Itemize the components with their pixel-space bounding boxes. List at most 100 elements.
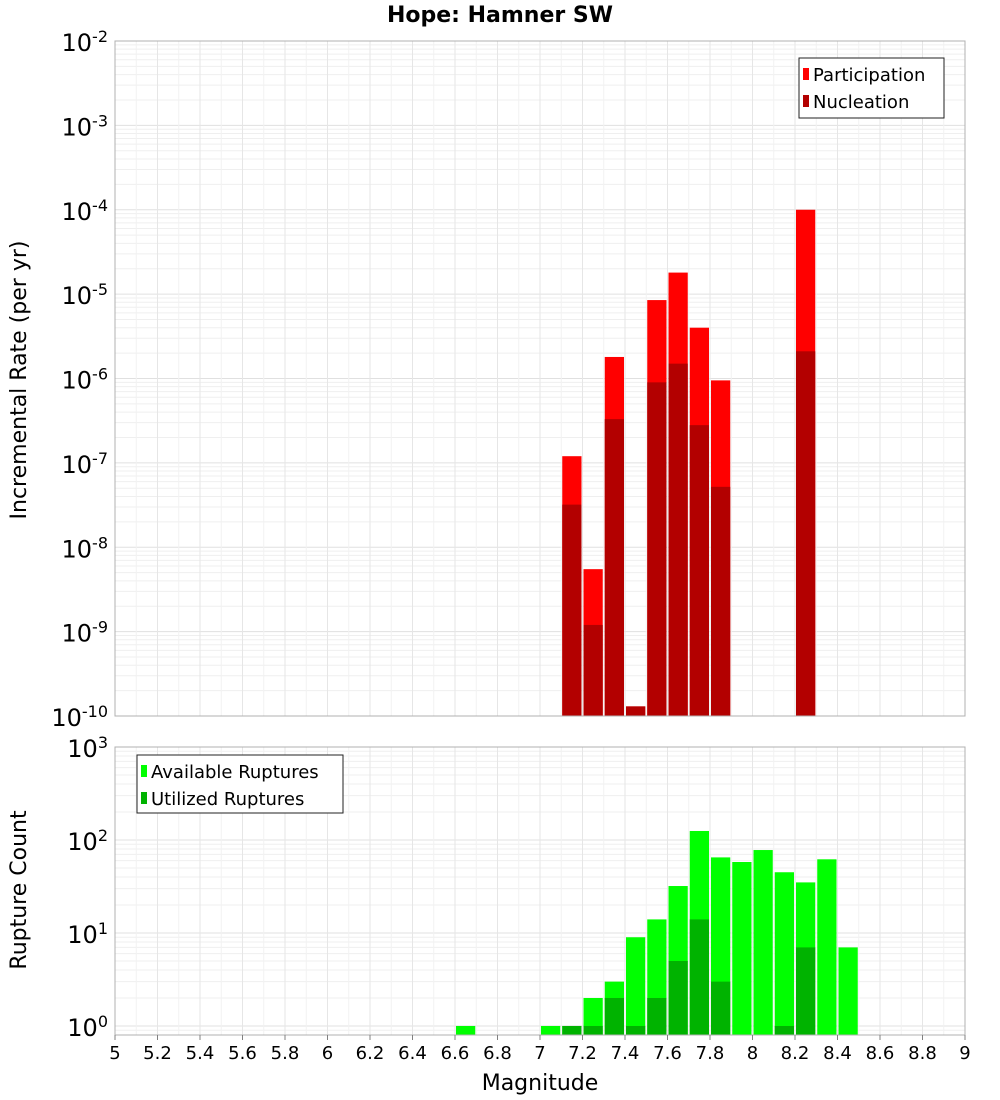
bar-utilized-ruptures-7.75 — [689, 919, 709, 1035]
x-tick-label: 6.6 — [441, 1043, 470, 1064]
x-tick-label: 8.6 — [866, 1043, 895, 1064]
legend-swatch — [803, 68, 809, 80]
bar-nucleation-7.35 — [604, 419, 624, 716]
x-tick-label: 6.2 — [356, 1043, 385, 1064]
y-tick-exponent: 2 — [98, 825, 108, 844]
legend-label: Nucleation — [813, 92, 909, 113]
legend-label: Available Ruptures — [151, 762, 319, 783]
x-tick-label: 7 — [534, 1043, 545, 1064]
legend-swatch — [141, 765, 147, 777]
bar-available-ruptures-7.45 — [626, 937, 646, 1035]
x-tick-label: 5.2 — [143, 1043, 172, 1064]
bar-nucleation-7.25 — [583, 624, 603, 716]
x-tick-label: 8.4 — [823, 1043, 852, 1064]
legend-label: Participation — [813, 65, 925, 86]
x-tick-label: 5.6 — [228, 1043, 257, 1064]
bar-available-ruptures-8.05 — [753, 850, 773, 1035]
y-tick-exponent: -5 — [92, 280, 108, 299]
rate-panel: 10-1010-910-810-710-610-510-410-310-2Inc… — [7, 27, 966, 733]
y-tick-label: 10-10 — [51, 702, 108, 733]
y-tick-base: 10 — [62, 535, 93, 563]
x-tick-label: 9 — [959, 1043, 970, 1064]
bar-available-ruptures-6.65 — [456, 1025, 476, 1035]
y-tick-base: 10 — [62, 29, 93, 57]
bar-available-ruptures-7.95 — [732, 861, 752, 1035]
bar-available-ruptures-7.05 — [541, 1025, 561, 1035]
y-tick-base: 10 — [62, 367, 93, 395]
y-axis-label: Incremental Rate (per yr) — [7, 241, 32, 520]
y-tick-exponent: -10 — [82, 702, 108, 721]
x-tick-label: 7.8 — [696, 1043, 725, 1064]
bar-nucleation-7.75 — [689, 425, 709, 716]
y-tick-exponent: -6 — [92, 364, 108, 383]
y-tick-label: 10-5 — [62, 280, 109, 311]
y-tick-exponent: -2 — [92, 27, 108, 46]
bar-utilized-ruptures-7.85 — [711, 981, 731, 1035]
y-tick-base: 10 — [62, 113, 93, 141]
y-tick-label: 102 — [67, 825, 108, 856]
y-tick-label: 10-9 — [62, 617, 109, 648]
bar-nucleation-7.85 — [711, 486, 731, 716]
x-tick-label: 6 — [322, 1043, 333, 1064]
bar-nucleation-7.15 — [562, 504, 582, 716]
x-tick-label: 7.2 — [568, 1043, 597, 1064]
y-tick-label: 10-3 — [62, 111, 109, 142]
bar-nucleation-8.25 — [796, 351, 816, 716]
y-tick-label: 100 — [67, 1011, 108, 1042]
bar-utilized-ruptures-8.15 — [774, 1025, 794, 1035]
y-tick-base: 10 — [62, 282, 93, 310]
x-axis-label: Magnitude — [482, 1071, 599, 1096]
y-tick-base: 10 — [67, 828, 98, 856]
y-tick-exponent: -7 — [92, 448, 108, 467]
x-tick-label: 5 — [109, 1043, 120, 1064]
bar-available-ruptures-7.25 — [583, 997, 603, 1035]
y-tick-base: 10 — [67, 1014, 98, 1042]
legend-swatch — [803, 95, 809, 107]
y-tick-base: 10 — [62, 198, 93, 226]
legend-box — [136, 754, 344, 814]
y-tick-base: 10 — [62, 451, 93, 479]
y-tick-exponent: 1 — [98, 918, 108, 937]
y-tick-label: 101 — [67, 918, 108, 949]
y-tick-label: 10-8 — [62, 533, 109, 564]
bar-utilized-ruptures-7.55 — [647, 997, 667, 1035]
y-tick-exponent: -3 — [92, 111, 108, 130]
y-tick-label: 103 — [67, 733, 108, 764]
bar-available-ruptures-8.15 — [774, 872, 794, 1035]
y-tick-base: 10 — [67, 735, 98, 763]
bar-utilized-ruptures-7.65 — [668, 960, 688, 1035]
bar-utilized-ruptures-7.25 — [583, 1025, 603, 1035]
x-tick-label: 8 — [747, 1043, 758, 1064]
bar-utilized-ruptures-7.15 — [562, 1025, 582, 1035]
y-tick-exponent: -9 — [92, 617, 108, 636]
y-tick-exponent: 0 — [98, 1011, 108, 1030]
x-tick-label: 8.8 — [908, 1043, 937, 1064]
bar-utilized-ruptures-7.45 — [626, 1025, 646, 1035]
x-tick-label: 8.2 — [781, 1043, 810, 1064]
legend-label: Utilized Ruptures — [151, 789, 304, 810]
y-tick-exponent: -4 — [92, 195, 108, 214]
bar-nucleation-7.65 — [668, 363, 688, 716]
legend: Participation Nucleation — [798, 57, 945, 119]
y-tick-base: 10 — [51, 704, 82, 732]
legend-box — [798, 57, 945, 119]
bar-available-ruptures-8.35 — [817, 859, 837, 1035]
x-tick-label: 6.8 — [483, 1043, 512, 1064]
bar-utilized-ruptures-8.25 — [796, 947, 816, 1035]
x-tick-label: 7.6 — [653, 1043, 682, 1064]
legend-swatch — [141, 792, 147, 804]
x-tick-label: 7.4 — [611, 1043, 640, 1064]
y-axis-label: Rupture Count — [7, 810, 32, 970]
y-tick-label: 10-4 — [62, 195, 109, 226]
y-tick-label: 10-6 — [62, 364, 109, 395]
plot-frame — [114, 40, 966, 717]
y-tick-label: 10-2 — [62, 27, 109, 58]
legend: Available Ruptures Utilized Ruptures — [136, 754, 344, 814]
x-tick-label: 6.4 — [398, 1043, 427, 1064]
y-tick-exponent: -8 — [92, 533, 108, 552]
y-tick-label: 10-7 — [62, 448, 109, 479]
bar-nucleation-7.45 — [626, 706, 646, 716]
bar-nucleation-7.55 — [647, 382, 667, 716]
